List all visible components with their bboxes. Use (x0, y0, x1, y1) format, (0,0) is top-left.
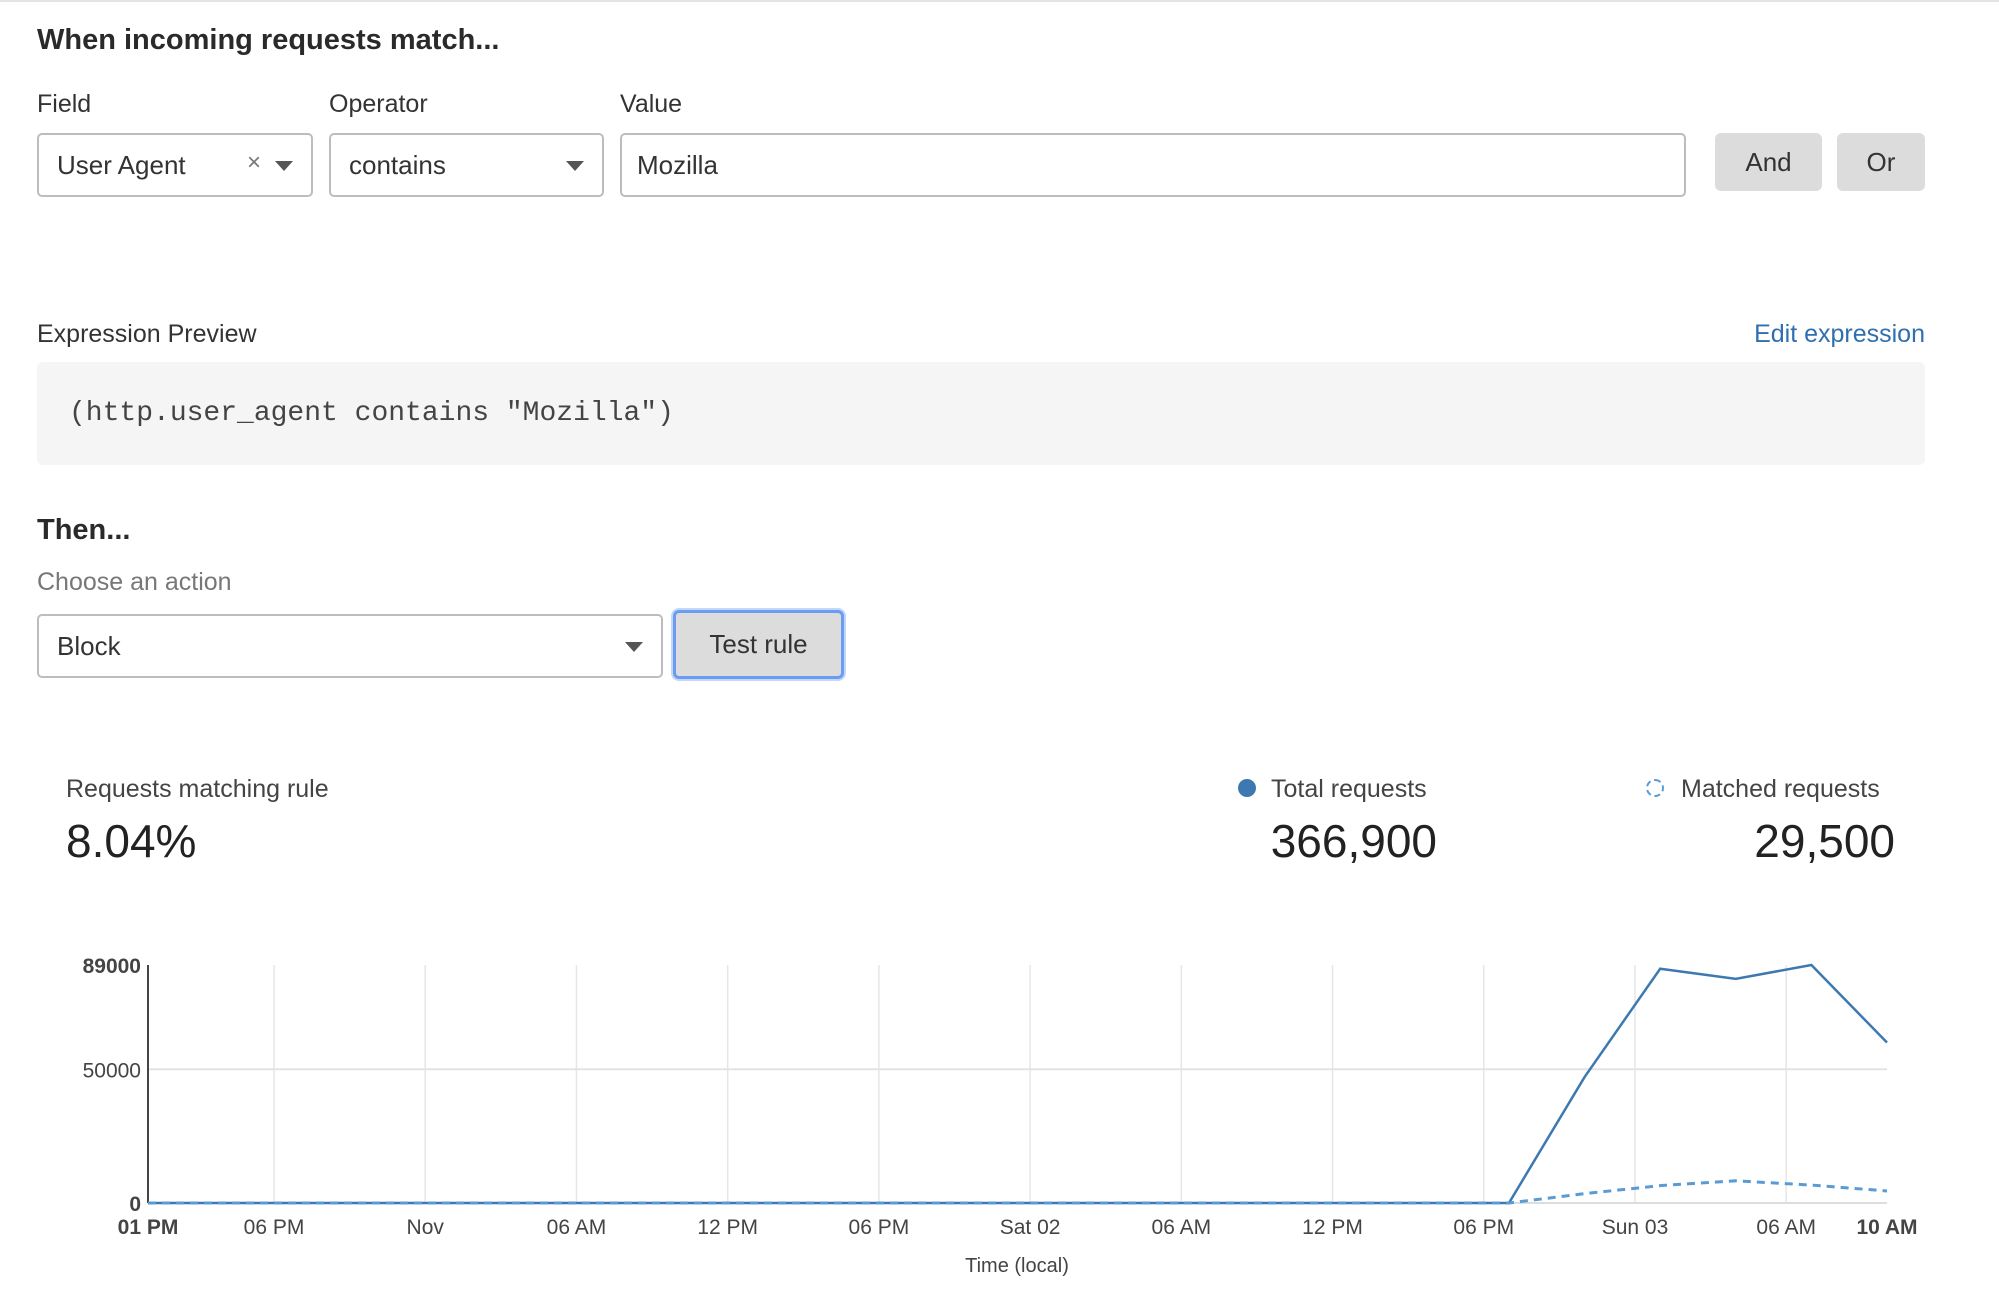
field-label: Field (37, 90, 92, 118)
test-rule-button[interactable]: Test rule (673, 610, 844, 679)
x-tick-label: 06 AM (547, 1216, 607, 1239)
matched-requests-label: Matched requests (1681, 775, 1880, 803)
requests-chart: 01 PM 06 PM Nov 06 AM 12 PM 06 PM Sat 02 06 AM 1… (83, 955, 1918, 1277)
chevron-down-icon (275, 161, 293, 171)
value-input[interactable]: Mozilla (620, 133, 1686, 197)
total-requests-line (148, 963, 1888, 1205)
x-tick-label: 06 PM (1453, 1216, 1514, 1239)
x-tick-label: Sat 02 (1000, 1216, 1061, 1239)
field-select[interactable]: User Agent × (37, 133, 313, 197)
y-tick-label: 50000 (83, 1059, 141, 1082)
action-select[interactable]: Block (37, 614, 663, 678)
or-button[interactable]: Or (1837, 133, 1925, 191)
x-tick-label: 01 PM (118, 1216, 179, 1239)
y-tick-label: 0 (129, 1193, 141, 1216)
total-legend-dot-icon (1238, 779, 1256, 797)
x-tick-label: 06 AM (1152, 1216, 1212, 1239)
operator-select[interactable]: contains (329, 133, 604, 197)
match-heading: When incoming requests match... (37, 24, 500, 56)
x-axis-title: Time (local) (965, 1255, 1069, 1277)
x-tick-label: 12 PM (697, 1216, 758, 1239)
total-requests-label: Total requests (1271, 775, 1427, 803)
matched-requests-value: 29,500 (1754, 815, 1895, 867)
value-input-text: Mozilla (637, 149, 718, 180)
matched-legend-dot-icon (1646, 779, 1664, 797)
field-select-value: User Agent (57, 149, 186, 180)
edit-expression-link[interactable]: Edit expression (1754, 320, 1925, 348)
x-tick-label: 06 PM (244, 1216, 305, 1239)
total-requests-value: 366,900 (1270, 815, 1437, 867)
x-tick-label: 06 AM (1756, 1216, 1816, 1239)
x-tick-label: Nov (407, 1216, 445, 1239)
x-tick-label: 10 AM (1856, 1216, 1917, 1239)
y-tick-label: 89000 (83, 955, 141, 978)
x-tick-label: 12 PM (1302, 1216, 1363, 1239)
expression-preview: (http.user_agent contains "Mozilla") (37, 362, 1925, 465)
clear-icon[interactable]: × (246, 149, 261, 176)
action-select-value: Block (57, 630, 121, 661)
matched-requests-line (148, 1179, 1888, 1205)
value-label: Value (620, 90, 683, 118)
choose-action-label: Choose an action (37, 568, 232, 596)
operator-label: Operator (329, 90, 428, 118)
matching-label: Requests matching rule (66, 775, 329, 803)
then-heading: Then... (37, 514, 131, 546)
expression-preview-label: Expression Preview (37, 320, 257, 348)
x-tick-label: 06 PM (849, 1216, 910, 1239)
chevron-down-icon (566, 161, 584, 171)
operator-select-value: contains (349, 149, 446, 180)
chevron-down-icon (625, 642, 643, 652)
matching-value: 8.04% (66, 815, 197, 867)
and-button[interactable]: And (1715, 133, 1822, 191)
x-tick-label: Sun 03 (1602, 1216, 1669, 1239)
